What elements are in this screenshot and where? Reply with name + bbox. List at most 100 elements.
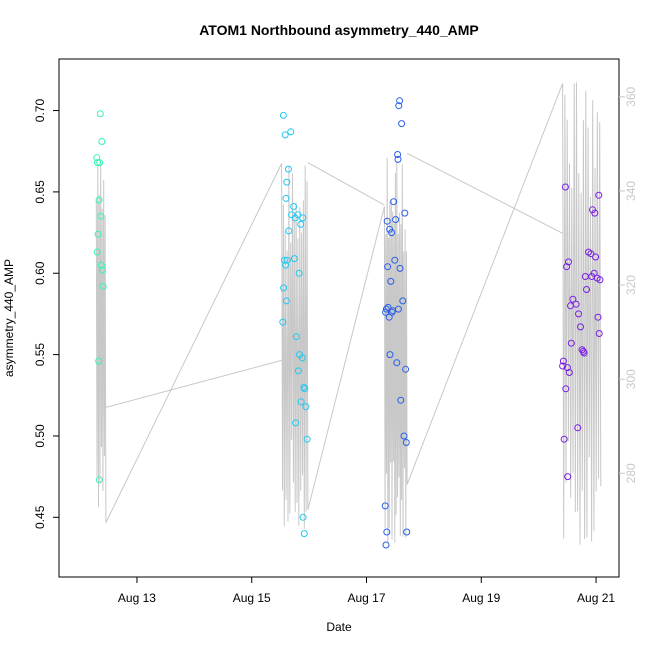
data-point-s1-22 [298,354,306,362]
data-point-s3-30 [562,385,570,393]
data-point-s2-10 [388,229,396,237]
y-axis-left: 0.45 0.50 0.55 0.60 0.65 0.70 [33,99,59,529]
x-tick-label-2: Aug 17 [347,591,385,605]
x-tick-label-3: Aug 19 [462,591,500,605]
data-point-s0-12 [95,357,103,365]
y2-tick-label-1: 300 [624,369,638,389]
data-point-s2-30 [383,528,391,536]
secondary-connector-0 [105,359,282,408]
data-point-s1-3 [284,165,292,173]
data-point-s1-14 [282,261,290,269]
data-point-s1-16 [295,269,303,277]
data-point-s1-5 [282,194,290,202]
data-point-s1-13 [280,256,288,264]
data-point-s0-1 [94,159,101,167]
data-point-s3-29 [565,369,573,376]
data-point-s2-1 [395,102,403,110]
data-point-s1-27 [302,403,310,411]
data-point-s3-13 [581,273,589,280]
data-point-s1-20 [292,333,300,341]
y2-tick-label-3: 340 [624,181,638,201]
y-tick-label-5: 0.70 [33,99,47,123]
data-point-s3-31 [574,424,582,432]
data-point-s2-24 [393,359,401,367]
data-point-s3-33 [564,473,572,481]
y-tick-label-4: 0.65 [33,180,47,204]
data-point-s1-28 [292,419,300,427]
data-point-s1-4 [283,178,291,186]
data-point-s2-32 [382,541,390,549]
scatter-points [93,97,604,549]
y2-tick-label-4: 360 [624,86,638,106]
y2-tick-label-2: 320 [624,275,638,295]
data-point-s1-19 [279,318,287,326]
data-point-s2-25 [402,365,410,373]
data-point-s0-0 [93,154,101,162]
y-tick-label-1: 0.50 [33,424,47,448]
y-axis-label: asymmetry_440_AMP [2,259,16,377]
data-point-s3-3 [595,191,603,199]
data-point-s3-18 [575,310,582,318]
data-point-s0-3 [93,248,101,256]
x-tick-label-0: Aug 13 [118,591,156,605]
data-point-s3-32 [560,435,568,443]
x-tick-label-4: Aug 21 [577,591,615,605]
data-point-s3-27 [559,362,567,370]
x-tick-label-1: Aug 15 [233,591,271,605]
data-point-s2-31 [403,528,411,536]
data-point-s1-12 [285,227,293,235]
data-point-s3-17 [572,300,580,308]
data-point-s1-2 [287,128,295,136]
data-point-s1-17 [280,284,288,292]
data-point-s2-16 [382,305,390,313]
data-point-s2-22 [385,313,393,321]
data-point-s3-22 [567,339,575,347]
data-point-s3-6 [592,253,600,261]
data-point-s2-27 [400,432,408,440]
data-point-s2-6 [401,209,409,217]
data-point-s1-6 [290,203,298,210]
data-point-s2-29 [381,502,389,510]
data-point-s2-26 [397,396,405,404]
data-point-s0-2 [94,230,102,238]
data-point-s0-6 [96,110,104,118]
data-point-s0-4 [95,196,103,204]
plot-frame [58,58,620,578]
data-point-s2-7 [383,217,391,225]
x-axis-label: Date [326,620,352,634]
data-point-s2-28 [402,439,410,446]
data-point-s0-9 [97,261,105,269]
y-axis-right: 280 300 320 340 360 [619,86,638,483]
data-point-s0-10 [99,266,106,274]
secondary-series [95,82,602,545]
data-point-s1-30 [299,513,307,521]
data-point-s1-29 [303,435,311,443]
data-point-s2-4 [394,155,402,163]
data-point-s2-5 [390,198,398,206]
data-point-s3-0 [561,183,569,191]
data-point-s1-0 [279,111,287,119]
data-point-s1-1 [281,131,289,139]
data-point-s3-21 [595,330,603,337]
data-point-s2-20 [394,305,402,313]
data-point-s3-8 [563,263,571,271]
data-point-s1-10 [297,220,305,228]
data-point-s2-14 [387,277,395,285]
data-point-s2-23 [386,351,394,359]
data-point-s3-26 [559,357,567,365]
y-tick-label-3: 0.60 [33,261,47,285]
data-point-s2-11 [391,256,399,264]
secondary-connector-2 [406,152,563,234]
data-point-s2-15 [399,297,407,305]
data-point-s0-7 [97,212,105,220]
data-point-s3-16 [569,295,577,303]
data-point-s0-8 [98,138,106,145]
y2-tick-label-0: 280 [624,463,638,483]
x-axis: Aug 13 Aug 15 Aug 17 Aug 19 Aug 21 [118,577,615,605]
data-point-s2-12 [384,263,392,271]
data-point-s1-11 [299,214,307,222]
data-point-s3-12 [596,276,604,284]
data-point-s1-32 [283,256,291,264]
data-point-s2-3 [394,151,402,158]
